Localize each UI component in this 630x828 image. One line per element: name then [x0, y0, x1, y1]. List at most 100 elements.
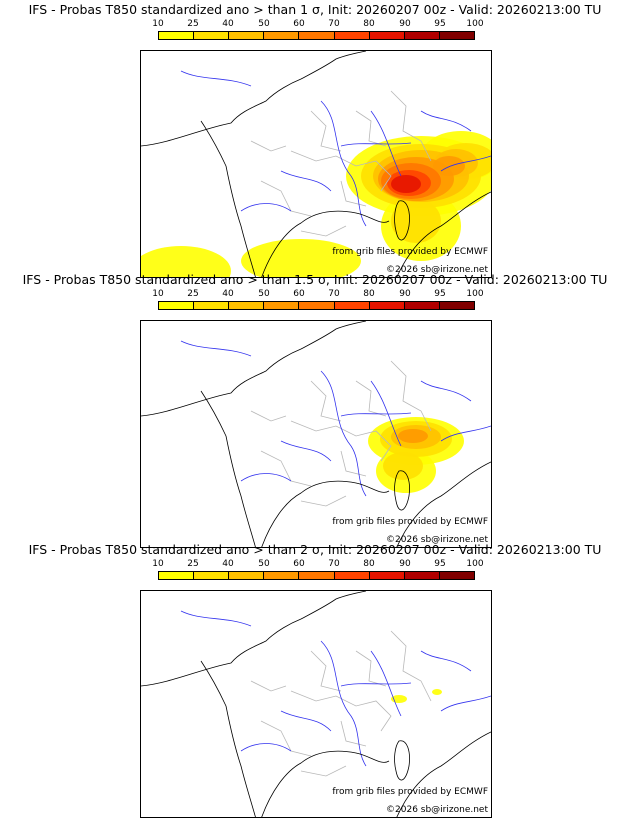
probability-map: from grib files provided by ECMWF ©2026 …: [140, 50, 492, 278]
colorbar-swatch: [369, 572, 405, 579]
river-line: [340, 682, 412, 687]
coastline: [200, 660, 256, 817]
colorbar-tick: 70: [328, 19, 340, 29]
river-line: [280, 710, 332, 732]
colorbar-tick: 60: [293, 559, 305, 569]
river-line: [440, 155, 491, 172]
colorbar-swatch: [439, 32, 474, 39]
map-panel-2: IFS - Probas T850 standardized ano > tha…: [0, 272, 630, 548]
colorbar-tick: 100: [466, 559, 484, 569]
region-border: [390, 360, 432, 432]
colorbar-tick: 60: [293, 19, 305, 29]
map-canvas: [141, 51, 491, 277]
colorbar-swatch: [264, 32, 300, 39]
river-line: [280, 170, 332, 192]
coastline: [396, 461, 491, 547]
panel-title: IFS - Probas T850 standardized ano > tha…: [22, 272, 608, 287]
copyright-credit: ©2026 sb@irizone.net: [386, 805, 488, 815]
river-line: [320, 640, 367, 767]
colorbar-tick: 100: [466, 19, 484, 29]
river-line: [280, 440, 332, 462]
corsica-island: [394, 470, 410, 511]
colorbar-swatch: [439, 302, 474, 309]
map-panel-1: IFS - Probas T850 standardized ano > tha…: [0, 2, 630, 278]
region-border: [290, 420, 392, 462]
region-border: [250, 680, 287, 692]
corsica-island: [394, 200, 410, 241]
region-border: [390, 90, 432, 162]
colorbar-tick: 10: [152, 19, 164, 29]
river-line: [320, 370, 367, 497]
colorbar-tick: 100: [466, 289, 484, 299]
colorbar-swatches: [158, 571, 475, 580]
colorbar-swatch: [159, 32, 195, 39]
river-line: [240, 203, 292, 212]
colorbar-tick: 70: [328, 289, 340, 299]
region-border: [340, 720, 367, 747]
coastline: [200, 120, 256, 277]
probability-area: [398, 429, 428, 443]
probability-area: [383, 452, 423, 480]
colorbar: 10 25 40 50 60 70 80 90 95 100: [152, 559, 484, 584]
colorbar-swatch: [159, 302, 195, 309]
colorbar-swatch: [334, 572, 370, 579]
colorbar-swatch: [229, 572, 265, 579]
region-border: [390, 630, 432, 702]
colorbar-tick: 50: [258, 289, 270, 299]
colorbar-swatch: [299, 302, 335, 309]
data-source-credit: from grib files provided by ECMWF: [332, 787, 488, 797]
river-line: [420, 110, 472, 132]
colorbar-swatch: [334, 32, 370, 39]
coastline: [200, 390, 256, 547]
data-source-credit: from grib files provided by ECMWF: [332, 517, 488, 527]
colorbar-swatch: [369, 302, 405, 309]
river-line: [370, 110, 402, 177]
colorbar: 10 25 40 50 60 70 80 90 95 100: [152, 19, 484, 44]
colorbar-tick: 90: [399, 289, 411, 299]
colorbar-swatch: [264, 572, 300, 579]
probability-area: [391, 695, 407, 703]
river-line: [420, 650, 472, 672]
coastline: [141, 321, 367, 417]
coastline: [261, 210, 390, 277]
region-border: [260, 720, 312, 757]
coastline: [261, 480, 390, 547]
colorbar-tick: 50: [258, 19, 270, 29]
colorbar-tick: 25: [187, 289, 199, 299]
colorbar-tick: 25: [187, 19, 199, 29]
colorbar-tick: 10: [152, 559, 164, 569]
coastline: [261, 750, 390, 817]
colorbar-swatch: [229, 302, 265, 309]
colorbar-swatch: [439, 572, 474, 579]
coastline: [396, 731, 491, 817]
colorbar-labels: 10 25 40 50 60 70 80 90 95 100: [152, 19, 483, 30]
probability-area: [391, 175, 421, 193]
region-border: [260, 450, 312, 487]
colorbar-tick: 90: [399, 19, 411, 29]
river-line: [370, 380, 402, 447]
colorbar-swatch: [159, 572, 195, 579]
data-source-credit: from grib files provided by ECMWF: [332, 247, 488, 257]
river-line: [320, 100, 367, 227]
copyright-credit: ©2026 sb@irizone.net: [386, 265, 488, 275]
map-canvas: [141, 591, 491, 817]
region-border: [300, 225, 347, 237]
map-canvas: [141, 321, 491, 547]
colorbar-swatch: [299, 32, 335, 39]
colorbar-swatch: [404, 572, 440, 579]
coastline: [141, 51, 367, 147]
colorbar-tick: 95: [434, 289, 446, 299]
colorbar-tick: 10: [152, 289, 164, 299]
colorbar-swatch: [264, 302, 300, 309]
probability-map: from grib files provided by ECMWF ©2026 …: [140, 590, 492, 818]
coastline: [141, 591, 367, 687]
colorbar-swatch: [229, 32, 265, 39]
colorbar-tick: 40: [222, 559, 234, 569]
colorbar-tick: 80: [363, 289, 375, 299]
colorbar-tick: 40: [222, 289, 234, 299]
colorbar-labels: 10 25 40 50 60 70 80 90 95 100: [152, 559, 483, 570]
colorbar-swatch: [299, 572, 335, 579]
river-line: [440, 425, 491, 442]
colorbar-tick: 80: [363, 559, 375, 569]
colorbar-tick: 90: [399, 559, 411, 569]
